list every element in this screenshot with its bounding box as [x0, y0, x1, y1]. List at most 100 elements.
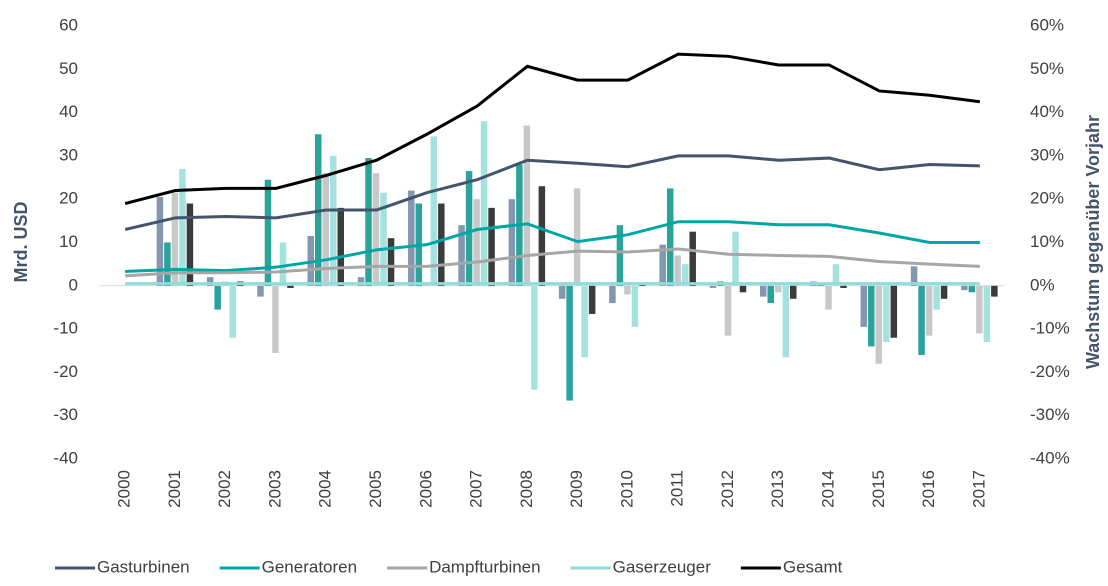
bar: [279, 242, 287, 286]
bar: [523, 125, 531, 286]
bar: [380, 192, 387, 286]
y2-tick-label: -10%: [1030, 319, 1070, 338]
x-tick-label: 2014: [819, 470, 838, 508]
bar: [782, 285, 789, 358]
bar: [566, 285, 573, 401]
y-tick-label: 40: [59, 102, 78, 121]
bar: [976, 285, 983, 334]
line: [124, 52, 981, 205]
x-tick-label: 2010: [617, 470, 636, 508]
y2-tick-label: 50%: [1030, 59, 1064, 78]
bar: [674, 255, 681, 286]
y2-tick-label: 20%: [1030, 189, 1064, 208]
bar: [825, 285, 832, 310]
y2-tick-label: 10%: [1030, 232, 1064, 251]
bar: [840, 285, 847, 288]
line: [125, 220, 980, 274]
x-tick-label: 2002: [215, 470, 234, 508]
bar: [775, 285, 782, 293]
y-tick-label: -30: [53, 405, 78, 424]
bar: [330, 155, 337, 286]
bar: [933, 285, 940, 310]
legend-label: Gasturbinen: [97, 557, 190, 576]
x-tick-label: 2015: [869, 470, 888, 508]
bar: [940, 285, 948, 299]
bar: [581, 285, 588, 358]
bar: [868, 285, 875, 347]
bar: [365, 158, 372, 286]
bar: [179, 168, 186, 286]
bar: [408, 190, 415, 286]
y2-tick-label: 60%: [1030, 15, 1064, 34]
bar: [508, 199, 516, 286]
bar: [790, 285, 797, 299]
legend-label: Gesamt: [783, 557, 843, 576]
y2-tick-label: -20%: [1030, 362, 1070, 381]
legend-label: Dampfturbinen: [429, 557, 541, 576]
bar: [473, 199, 480, 286]
bar: [681, 264, 689, 286]
bar: [171, 192, 179, 286]
bar: [666, 188, 674, 286]
x-tick-label: 2017: [969, 470, 988, 508]
bar: [983, 285, 991, 343]
x-tick-label: 2001: [165, 470, 184, 508]
bar: [624, 285, 631, 295]
bar: [357, 277, 365, 286]
line: [125, 247, 980, 278]
bar: [616, 225, 624, 286]
y-tick-label: 0: [69, 275, 78, 294]
x-tick-label: 2016: [919, 470, 938, 508]
bar: [538, 186, 546, 286]
bar: [430, 136, 438, 286]
bar: [387, 238, 395, 286]
x-tick-label: 2013: [768, 470, 787, 508]
bar: [322, 173, 329, 286]
x-tick-label: 2009: [567, 470, 586, 508]
bar: [488, 207, 495, 286]
bar: [724, 285, 732, 336]
bar: [832, 264, 840, 286]
x-tick-label: 2006: [416, 470, 435, 508]
y-tick-label: -40: [53, 448, 78, 467]
bar: [229, 285, 236, 338]
bar: [709, 285, 717, 288]
bar: [925, 285, 933, 336]
bar: [968, 285, 976, 293]
bar: [164, 242, 171, 286]
y2-tick-label: 0%: [1030, 275, 1055, 294]
y-tick-label: -10: [53, 319, 78, 338]
bar: [732, 231, 739, 286]
y2-tick-label: -30%: [1030, 405, 1070, 424]
bar: [860, 285, 868, 327]
bar: [337, 207, 344, 286]
line: [124, 154, 980, 231]
y2-tick-label: 40%: [1030, 102, 1064, 121]
bar: [767, 285, 774, 304]
bar: [961, 285, 968, 291]
bar: [264, 179, 272, 286]
bar: [156, 197, 164, 286]
bar: [910, 266, 918, 286]
bar: [991, 285, 998, 297]
x-tick-label: 2005: [366, 470, 385, 508]
bar: [186, 203, 194, 286]
bar: [659, 244, 666, 286]
bar: [558, 285, 566, 299]
bar: [890, 285, 898, 338]
bar: [918, 285, 925, 356]
bar: [631, 285, 639, 327]
y-tick-label: 20: [59, 189, 78, 208]
y-tick-label: 30: [59, 145, 78, 164]
x-tick-label: 2004: [316, 470, 335, 508]
bar: [875, 285, 883, 364]
bar: [458, 225, 465, 286]
bar: [287, 285, 294, 288]
bar: [272, 285, 279, 353]
bar: [257, 285, 264, 297]
x-tick-label: 2000: [115, 470, 134, 508]
bar: [573, 188, 581, 286]
bar: [588, 285, 596, 314]
x-tick-label: 2003: [265, 470, 284, 508]
